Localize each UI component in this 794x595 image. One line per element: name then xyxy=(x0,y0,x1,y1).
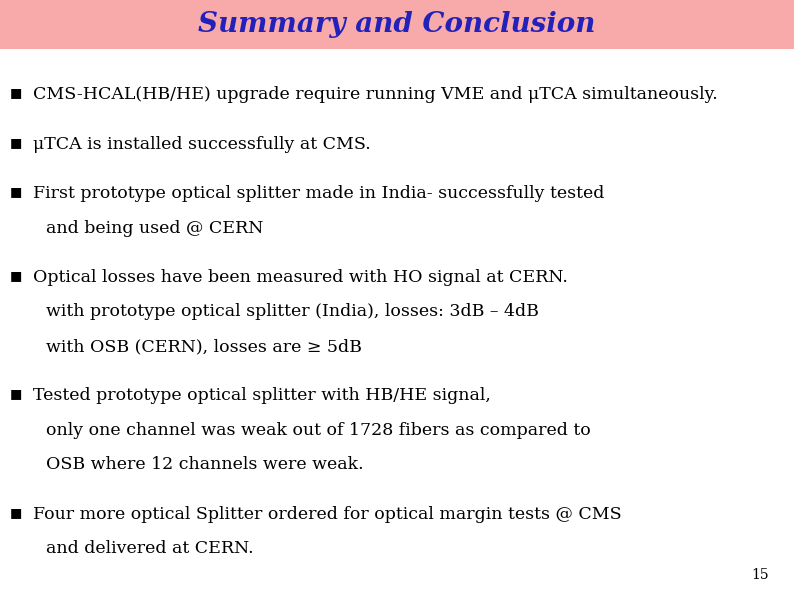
Text: Summary and Conclusion: Summary and Conclusion xyxy=(198,11,596,38)
Text: ■: ■ xyxy=(10,269,21,282)
Text: Optical losses have been measured with HO signal at CERN.: Optical losses have been measured with H… xyxy=(33,269,569,286)
Text: ■: ■ xyxy=(10,86,21,99)
Text: and being used @ CERN: and being used @ CERN xyxy=(46,220,264,237)
Text: OSB where 12 channels were weak.: OSB where 12 channels were weak. xyxy=(46,456,364,474)
Text: ■: ■ xyxy=(10,387,21,400)
Text: only one channel was weak out of 1728 fibers as compared to: only one channel was weak out of 1728 fi… xyxy=(46,422,591,439)
Text: Tested prototype optical splitter with HB/HE signal,: Tested prototype optical splitter with H… xyxy=(33,387,491,405)
Text: ■: ■ xyxy=(10,185,21,198)
Text: with OSB (CERN), losses are ≥ 5dB: with OSB (CERN), losses are ≥ 5dB xyxy=(46,338,362,355)
Text: ■: ■ xyxy=(10,506,21,519)
Text: Four more optical Splitter ordered for optical margin tests @ CMS: Four more optical Splitter ordered for o… xyxy=(33,506,622,523)
Text: with prototype optical splitter (India), losses: 3dB – 4dB: with prototype optical splitter (India),… xyxy=(46,303,539,321)
Text: and delivered at CERN.: and delivered at CERN. xyxy=(46,540,253,558)
Text: μTCA is installed successfully at CMS.: μTCA is installed successfully at CMS. xyxy=(33,136,371,153)
Text: 15: 15 xyxy=(751,568,769,582)
FancyBboxPatch shape xyxy=(0,0,794,49)
Text: ■: ■ xyxy=(10,136,21,149)
Text: First prototype optical splitter made in India- successfully tested: First prototype optical splitter made in… xyxy=(33,185,605,202)
Text: CMS-HCAL(HB/HE) upgrade require running VME and μTCA simultaneously.: CMS-HCAL(HB/HE) upgrade require running … xyxy=(33,86,718,104)
